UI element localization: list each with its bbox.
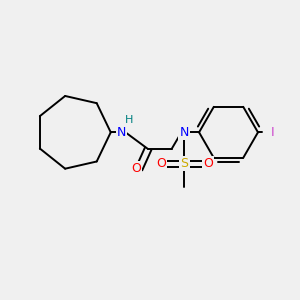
Text: S: S — [180, 157, 188, 170]
Text: O: O — [203, 157, 213, 170]
Text: O: O — [131, 162, 141, 175]
Text: O: O — [156, 157, 166, 170]
Text: H: H — [125, 115, 134, 124]
Text: I: I — [271, 126, 274, 139]
Text: N: N — [117, 126, 126, 139]
Text: N: N — [180, 126, 189, 139]
